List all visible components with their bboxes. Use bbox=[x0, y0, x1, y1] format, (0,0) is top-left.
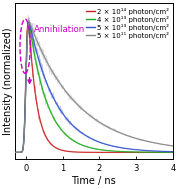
Text: Annihilation: Annihilation bbox=[34, 25, 85, 34]
X-axis label: Time / ns: Time / ns bbox=[71, 176, 116, 186]
Legend: 2 × 10¹⁴ photon/cm², 4 × 10¹³ photon/cm², 5 × 10¹³ photon/cm², 5 × 10¹¹ photon/c: 2 × 10¹⁴ photon/cm², 4 × 10¹³ photon/cm²… bbox=[86, 7, 170, 40]
Y-axis label: Intensity (normalized): Intensity (normalized) bbox=[3, 27, 13, 135]
